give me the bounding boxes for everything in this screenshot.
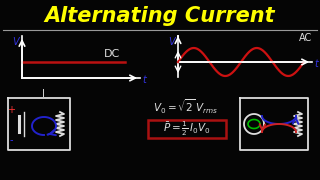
Text: -: - bbox=[9, 135, 13, 145]
Text: I: I bbox=[42, 89, 44, 99]
Text: t: t bbox=[314, 59, 318, 69]
Text: V: V bbox=[13, 37, 19, 47]
Text: AC: AC bbox=[300, 33, 313, 43]
Text: $\bar{P} = \frac{1}{2}\,I_0 V_0$: $\bar{P} = \frac{1}{2}\,I_0 V_0$ bbox=[163, 120, 211, 138]
Text: V: V bbox=[169, 37, 175, 47]
Text: Alternating Current: Alternating Current bbox=[45, 6, 275, 26]
Text: +: + bbox=[7, 105, 15, 115]
Text: $V_0 = \sqrt{2}\,V_{rms}$: $V_0 = \sqrt{2}\,V_{rms}$ bbox=[153, 98, 218, 116]
Text: t: t bbox=[142, 75, 146, 85]
Text: DC: DC bbox=[104, 49, 120, 59]
Bar bbox=[148, 120, 226, 138]
